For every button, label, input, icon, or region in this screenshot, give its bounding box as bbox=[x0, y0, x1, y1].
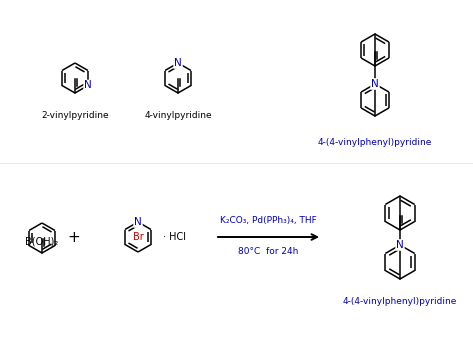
Text: N: N bbox=[134, 217, 142, 227]
Text: · HCl: · HCl bbox=[163, 232, 186, 242]
Text: N: N bbox=[174, 58, 182, 68]
Text: N: N bbox=[84, 81, 92, 90]
Text: 4-vinylpyridine: 4-vinylpyridine bbox=[144, 111, 212, 120]
Text: B(OH)₂: B(OH)₂ bbox=[26, 237, 59, 247]
Text: 2-vinylpyridine: 2-vinylpyridine bbox=[41, 111, 109, 120]
Text: 80°C  for 24h: 80°C for 24h bbox=[238, 247, 298, 256]
Text: +: + bbox=[68, 230, 80, 246]
Text: K₂CO₃, Pd(PPh₃)₄, THF: K₂CO₃, Pd(PPh₃)₄, THF bbox=[219, 216, 316, 225]
Text: N: N bbox=[371, 79, 379, 89]
Text: 4-(4-vinylphenyl)pyridine: 4-(4-vinylphenyl)pyridine bbox=[318, 138, 432, 147]
Text: Br: Br bbox=[132, 232, 143, 242]
Text: N: N bbox=[396, 240, 404, 250]
Text: 4-(4-vinylphenyl)pyridine: 4-(4-vinylphenyl)pyridine bbox=[343, 297, 457, 306]
